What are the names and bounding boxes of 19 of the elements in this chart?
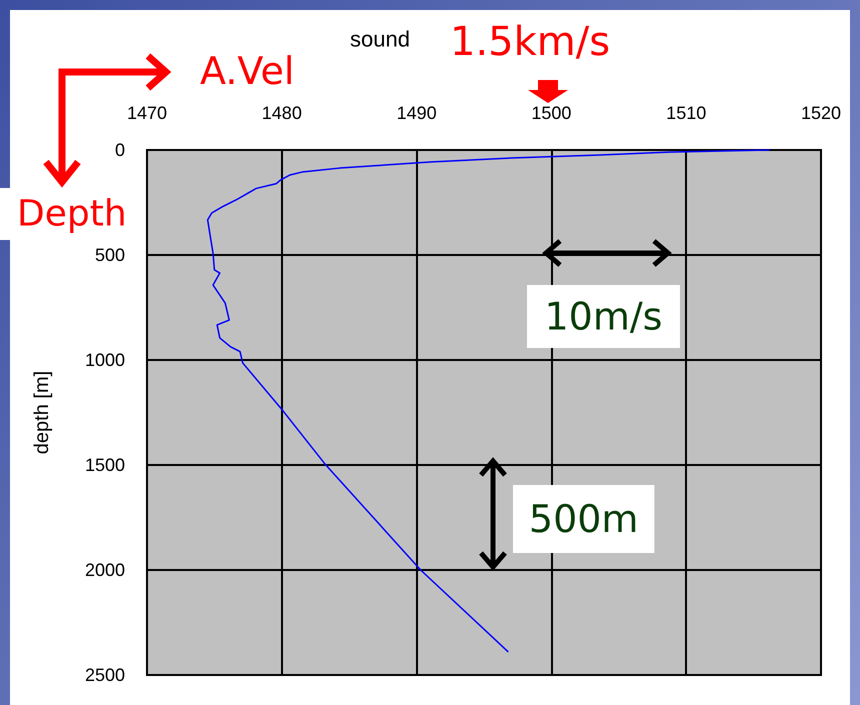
y-tick-label: 1500	[84, 455, 125, 475]
y-tick-label: 0	[114, 140, 125, 160]
x-tick-label: 1520	[800, 103, 842, 123]
y-tick-label: 2500	[84, 665, 125, 685]
x-tick-label: 1500	[531, 103, 572, 123]
text: 1.5km/s	[450, 19, 610, 65]
annotation: 10m/s	[544, 294, 662, 338]
y-tick-label: 1000	[84, 350, 125, 370]
text: Depth	[17, 194, 127, 234]
text: A.Vel	[200, 49, 294, 93]
y-tick-label: 500	[94, 245, 125, 265]
annotation: 500m	[528, 497, 638, 541]
y-axis-title: depth [m]	[31, 370, 53, 454]
x-tick-label: 1510	[666, 103, 706, 123]
x-tick-label: 1480	[262, 103, 302, 123]
x-tick-label: 1470	[126, 103, 168, 123]
y-tick-label: 2000	[84, 560, 125, 580]
x-tick-label: 1490	[396, 103, 437, 123]
x-axis-title: sound	[350, 26, 410, 52]
